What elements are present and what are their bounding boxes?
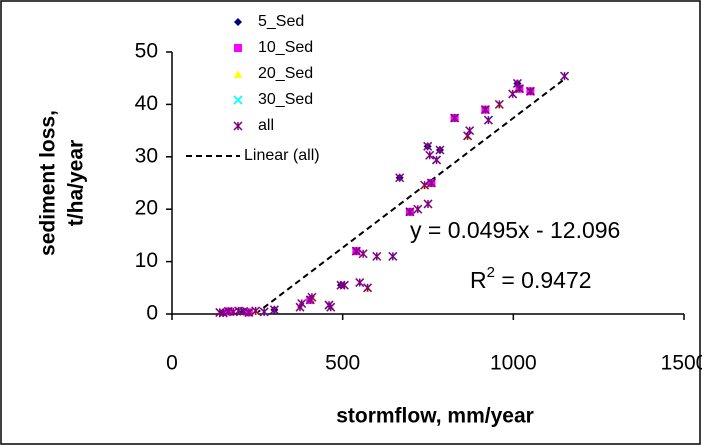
legend-marker: [233, 121, 243, 131]
y-axis-title: sediment loss,: [37, 110, 60, 256]
legend-marker: [233, 95, 243, 105]
point: [525, 86, 535, 96]
x-tick-label: 500: [325, 352, 360, 375]
y-tick-label: 0: [146, 302, 158, 325]
point: [432, 155, 442, 165]
point: [405, 207, 415, 217]
x-tick-label: 1000: [490, 352, 537, 375]
point: [413, 204, 423, 214]
x-axis-title: stormflow, mm/year: [336, 405, 534, 428]
y-tick-label: 50: [135, 40, 158, 63]
point: [326, 302, 336, 312]
point: [426, 178, 436, 188]
point: [372, 251, 382, 261]
point: [297, 298, 307, 309]
legend-label: 30_Sed: [258, 91, 313, 108]
y-tick-label: 10: [135, 249, 158, 272]
trendline: [254, 78, 566, 315]
point: [508, 89, 518, 99]
legend-marker: [234, 70, 242, 78]
point: [355, 278, 365, 288]
point: [423, 141, 433, 151]
x-tick-label: 0: [166, 352, 178, 375]
r2-sup: 2: [487, 264, 495, 281]
point: [269, 305, 279, 315]
x-tick-label: 1500: [661, 352, 702, 375]
point: [483, 115, 493, 125]
y-tick-label: 30: [135, 144, 158, 167]
point: [244, 307, 254, 317]
y-axis-title: t/ha/year: [65, 140, 88, 226]
point: [259, 307, 269, 317]
point: [307, 292, 317, 302]
legend-label: all: [258, 117, 274, 134]
legend-label: Linear (all): [244, 147, 320, 164]
r2-base: R: [470, 267, 487, 293]
legend-label: 10_Sed: [258, 39, 313, 56]
point: [450, 113, 460, 123]
series: [215, 71, 570, 318]
legend-marker: [234, 18, 242, 26]
point: [480, 105, 490, 115]
r2-rest: = 0.9472: [495, 267, 592, 293]
point: [423, 199, 433, 209]
point: [251, 306, 261, 316]
y-tick-label: 20: [135, 197, 158, 220]
point: [218, 308, 228, 318]
point: [465, 126, 475, 136]
point: [425, 150, 435, 160]
point: [351, 246, 361, 256]
point: [339, 280, 349, 290]
point: [435, 145, 445, 155]
legend-label: 20_Sed: [258, 65, 313, 82]
point: [420, 180, 430, 190]
point: [395, 173, 405, 183]
trend-equation: y = 0.0495x - 12.096: [410, 217, 620, 243]
point: [358, 249, 368, 259]
r-squared: R2 = 0.9472: [470, 264, 592, 293]
point: [494, 99, 504, 109]
point: [388, 251, 398, 261]
point: [560, 71, 570, 81]
legend-label: 5_Sed: [258, 13, 304, 30]
point: [363, 283, 373, 293]
legend-marker: [234, 44, 242, 52]
point: [514, 84, 525, 94]
y-tick-label: 40: [135, 92, 158, 115]
